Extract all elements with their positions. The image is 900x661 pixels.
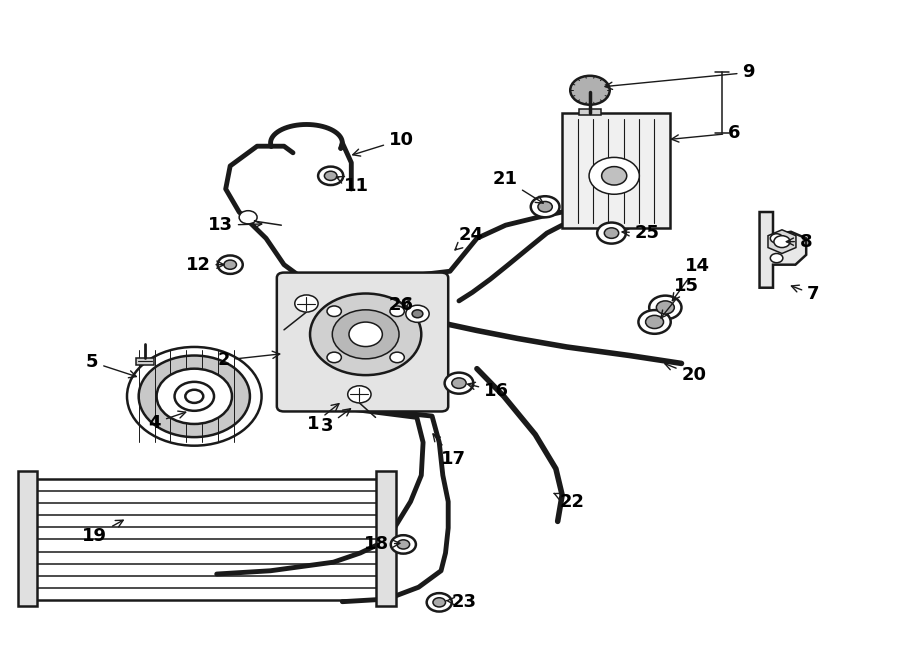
Text: 23: 23 [446,593,477,611]
Text: 6: 6 [671,124,741,142]
Circle shape [127,347,262,446]
Polygon shape [768,230,796,253]
Circle shape [406,305,429,323]
Text: 12: 12 [185,256,224,274]
Circle shape [332,310,399,359]
Circle shape [645,315,663,329]
Circle shape [310,293,421,375]
Circle shape [590,157,639,194]
Circle shape [770,253,783,262]
Circle shape [433,598,446,607]
Circle shape [638,310,670,334]
Circle shape [770,234,783,243]
Text: 20: 20 [665,363,706,384]
Circle shape [397,540,410,549]
Text: 19: 19 [82,520,123,545]
Circle shape [347,386,371,403]
Circle shape [597,223,626,244]
Circle shape [601,167,626,185]
Text: 24: 24 [455,226,484,250]
Text: 16: 16 [468,382,509,400]
Text: 2: 2 [218,351,280,369]
Text: 11: 11 [337,176,369,195]
Circle shape [327,352,341,363]
Text: 13: 13 [208,216,262,234]
Text: 26: 26 [389,297,414,315]
Circle shape [218,255,243,274]
FancyBboxPatch shape [277,272,448,411]
Text: 4: 4 [148,411,185,432]
Circle shape [656,301,674,314]
Circle shape [295,295,318,312]
Circle shape [390,306,404,317]
Text: 15: 15 [661,277,699,318]
Circle shape [571,76,609,104]
Text: 1: 1 [308,404,339,433]
Circle shape [175,382,214,410]
Bar [376,471,396,605]
Text: 8: 8 [787,233,813,251]
Bar [17,471,37,605]
Bar [28,479,387,600]
Circle shape [774,236,790,248]
Text: 25: 25 [622,224,660,242]
Circle shape [412,310,423,318]
Circle shape [531,196,560,217]
Polygon shape [760,212,806,288]
Text: 14: 14 [672,257,710,301]
Circle shape [224,260,237,269]
Text: 5: 5 [86,353,136,377]
Circle shape [185,390,203,403]
Text: 9: 9 [605,63,755,89]
Text: 3: 3 [321,408,350,435]
Text: 22: 22 [554,492,584,511]
Circle shape [452,378,466,389]
Circle shape [391,535,416,554]
Bar [580,109,600,114]
Text: 10: 10 [353,131,414,156]
Circle shape [157,369,232,424]
Circle shape [649,295,681,319]
Circle shape [239,211,257,224]
Circle shape [139,356,250,437]
Text: 21: 21 [492,170,544,203]
Bar [136,358,154,365]
Circle shape [324,171,337,180]
Text: 7: 7 [791,285,820,303]
Circle shape [604,228,618,239]
Circle shape [390,352,404,363]
Circle shape [349,322,382,346]
Bar [562,113,670,229]
Circle shape [445,373,473,394]
Text: 17: 17 [433,434,466,468]
Circle shape [538,202,553,212]
Text: 18: 18 [364,535,400,553]
Circle shape [327,306,341,317]
Circle shape [318,167,343,185]
Circle shape [427,593,452,611]
